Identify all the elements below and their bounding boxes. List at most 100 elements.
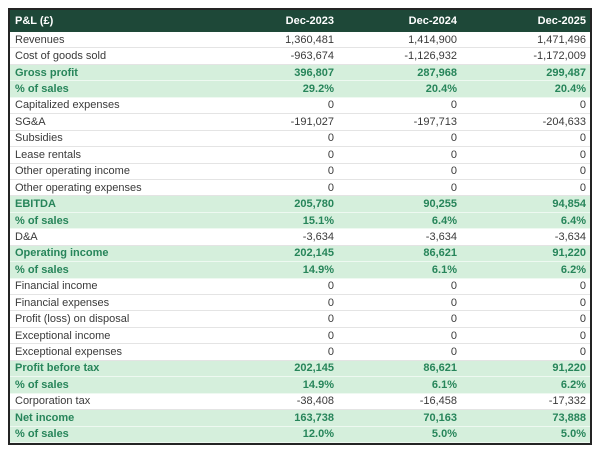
row-label: % of sales (15, 378, 69, 391)
row-value: 0 (327, 313, 334, 326)
row-label: Exceptional expenses (15, 346, 123, 359)
row-value: -191,027 (290, 115, 334, 128)
row-label: D&A (15, 230, 38, 243)
table-row: Subsidies 0 0 0 (10, 130, 590, 148)
row-label: Gross profit (15, 66, 78, 79)
row-value: -3,634 (554, 230, 586, 243)
row-value: -3,634 (302, 230, 334, 243)
row-value: 0 (579, 346, 586, 359)
row-label: Operating income (15, 247, 109, 260)
table-row: % of sales 15.1% 6.4% 6.4% (10, 212, 590, 230)
table-row: EBITDA 205,780 90,255 94,854 (10, 196, 590, 213)
row-value: 0 (450, 346, 457, 359)
table-row: SG&A -191,027 -197,713 -204,633 (10, 114, 590, 131)
row-value: 94,854 (552, 198, 586, 211)
table-row: % of sales 14.9% 6.1% 6.2% (10, 377, 590, 394)
row-value: 1,471,496 (537, 33, 586, 46)
row-value: 0 (327, 329, 334, 342)
row-value: 0 (450, 132, 457, 145)
column-header-dec-2025: Dec-2025 (537, 15, 586, 27)
row-value: 20.4% (425, 83, 457, 96)
row-value: 396,807 (294, 66, 334, 79)
table-row: Cost of goods sold -963,674 -1,126,932 -1,1… (10, 48, 590, 65)
row-value: 70,163 (423, 411, 457, 424)
row-value: 0 (327, 280, 334, 293)
table-row: Other operating expenses 0 0 0 (10, 179, 590, 197)
row-value: 1,360,481 (285, 33, 334, 46)
row-value: 0 (579, 329, 586, 342)
table-title: P&L (£) (15, 15, 54, 27)
row-value: -204,633 (542, 115, 586, 128)
table-row: Profit before tax 202,145 86,621 91,220 (10, 360, 590, 378)
row-value: 0 (450, 313, 457, 326)
row-value: 0 (327, 296, 334, 309)
row-value: 0 (450, 99, 457, 112)
row-value: 202,145 (294, 362, 334, 375)
row-value: -963,674 (290, 50, 334, 63)
row-label: Financial income (15, 280, 98, 293)
table-row: Revenues 1,360,481 1,414,900 1,471,496 (10, 32, 590, 49)
row-value: 5.0% (431, 428, 457, 441)
row-value: 12.0% (302, 428, 334, 441)
table-header-row: P&L (£) Dec-2023 Dec-2024 Dec-2025 (10, 10, 590, 32)
row-label: Other operating expenses (15, 181, 142, 194)
row-label: Lease rentals (15, 148, 82, 161)
column-header-dec-2024: Dec-2024 (408, 15, 457, 27)
row-value: 0 (450, 148, 457, 161)
row-value: 0 (450, 165, 457, 178)
row-value: 0 (579, 181, 586, 194)
row-value: 0 (327, 148, 334, 161)
row-label: SG&A (15, 115, 46, 128)
table-row: Profit (loss) on disposal 0 0 0 (10, 311, 590, 328)
row-label: % of sales (15, 428, 69, 441)
row-value: 0 (327, 132, 334, 145)
row-value: 91,220 (552, 247, 586, 260)
row-value: 0 (450, 181, 457, 194)
row-value: 0 (579, 280, 586, 293)
table-row: % of sales 29.2% 20.4% 20.4% (10, 81, 590, 98)
row-value: 6.4% (431, 214, 457, 227)
row-value: -3,634 (425, 230, 457, 243)
table-row: Exceptional expenses 0 0 0 (10, 344, 590, 361)
row-value: 0 (450, 280, 457, 293)
row-value: 0 (579, 148, 586, 161)
row-value: 0 (579, 99, 586, 112)
row-value: 0 (450, 296, 457, 309)
row-value: -1,172,009 (533, 50, 586, 63)
row-value: 14.9% (302, 378, 334, 391)
row-value: 73,888 (552, 411, 586, 424)
row-label: Net income (15, 411, 75, 424)
row-value: 86,621 (423, 362, 457, 375)
table-row: Net income 163,738 70,163 73,888 (10, 410, 590, 427)
table-row: % of sales 14.9% 6.1% 6.2% (10, 262, 590, 279)
row-label: Capitalized expenses (15, 99, 120, 112)
table-row: Gross profit 396,807 287,968 299,487 (10, 64, 590, 82)
row-value: -1,126,932 (404, 50, 457, 63)
row-label: Profit before tax (15, 362, 100, 375)
row-value: 0 (327, 346, 334, 359)
row-label: Cost of goods sold (15, 50, 107, 63)
table-row: Exceptional income 0 0 0 (10, 327, 590, 345)
table-row: D&A -3,634 -3,634 -3,634 (10, 229, 590, 246)
row-value: 0 (327, 165, 334, 178)
row-label: EBITDA (15, 198, 56, 211)
row-value: -197,713 (413, 115, 457, 128)
row-value: 6.2% (560, 378, 586, 391)
row-value: 0 (579, 313, 586, 326)
row-value: 6.1% (431, 263, 457, 276)
row-value: 5.0% (560, 428, 586, 441)
table-row: Corporation tax -38,408 -16,458 -17,332 (10, 393, 590, 411)
table-row: Financial expenses 0 0 0 (10, 295, 590, 312)
row-value: 0 (327, 181, 334, 194)
row-value: 1,414,900 (408, 33, 457, 46)
row-value: 6.4% (560, 214, 586, 227)
row-label: % of sales (15, 263, 69, 276)
row-value: -17,332 (548, 395, 586, 408)
row-value: 0 (450, 329, 457, 342)
row-value: 202,145 (294, 247, 334, 260)
row-value: 0 (327, 99, 334, 112)
row-label: Exceptional income (15, 329, 111, 342)
row-label: Profit (loss) on disposal (15, 313, 130, 326)
row-value: 0 (579, 296, 586, 309)
table-row: Capitalized expenses 0 0 0 (10, 97, 590, 115)
